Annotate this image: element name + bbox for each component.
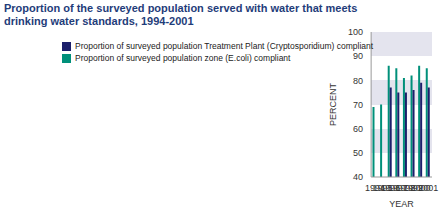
html-text:Proportion of surveyed populat: Proportion of surveyed population zone (… [75,53,291,63]
html-text:Proportion of surveyed populat: Proportion of surveyed population Treatm… [75,41,374,51]
svg-text:50: 50 [353,148,363,158]
svg-text:40: 40 [353,172,363,182]
svg-text:YEAR: YEAR [389,199,414,209]
svg-text:90: 90 [353,51,363,61]
svg-text:100: 100 [348,27,363,37]
html-text:Proportion of the surveyed pop: Proportion of the surveyed population se… [4,2,358,27]
svg-text:2001: 2001 [418,183,432,193]
svg-text:80: 80 [353,76,363,86]
svg-text:70: 70 [353,100,363,110]
svg-text:60: 60 [353,124,363,134]
svg-text:PERCENT: PERCENT [328,83,338,127]
